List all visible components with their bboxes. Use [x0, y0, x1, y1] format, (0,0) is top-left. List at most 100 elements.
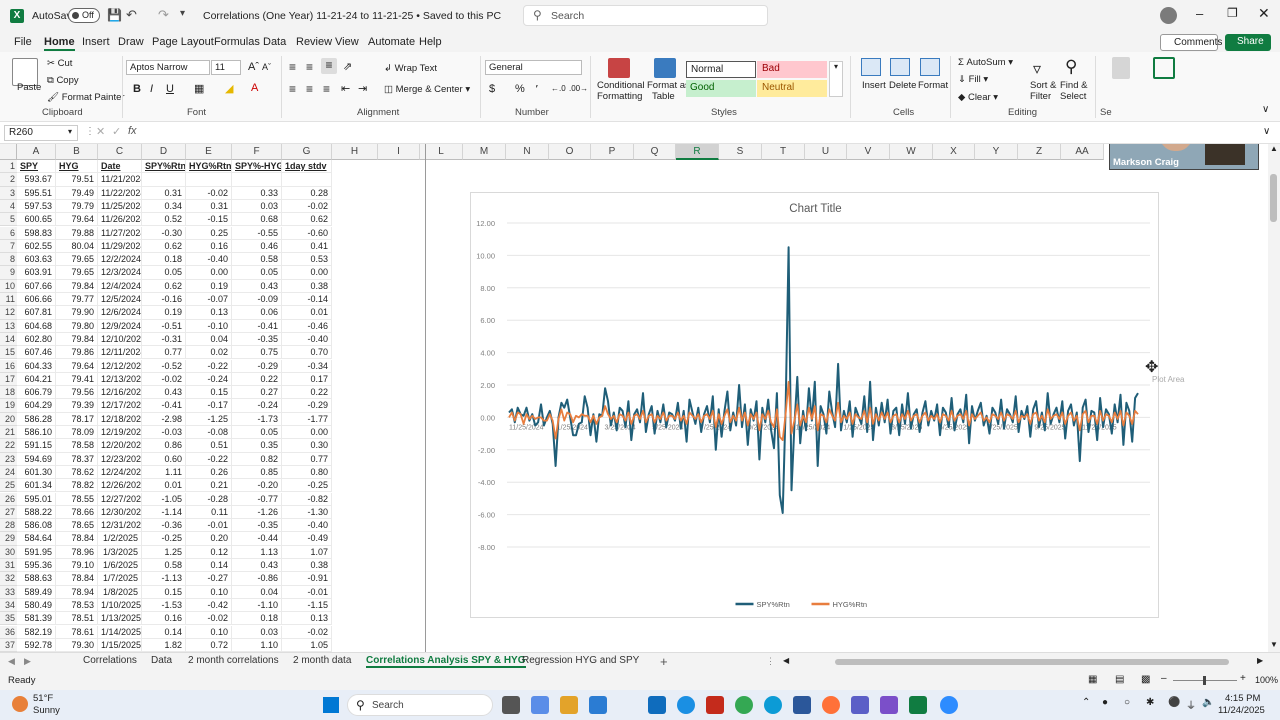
- table-cell[interactable]: 0.10: [186, 625, 232, 639]
- table-cell[interactable]: 0.01: [142, 479, 186, 493]
- table-cell[interactable]: 1/2/2025: [98, 532, 142, 546]
- table-cell[interactable]: 1/13/2025: [98, 612, 142, 626]
- table-cell[interactable]: 12/27/2024: [98, 492, 142, 506]
- conditional-formatting-label-2[interactable]: Formatting: [597, 91, 643, 102]
- table-cell[interactable]: 0.41: [282, 239, 332, 254]
- table-cell[interactable]: -1.26: [232, 505, 282, 520]
- table-cell[interactable]: 597.53: [17, 199, 56, 214]
- table-cell[interactable]: 79.86: [56, 346, 98, 360]
- table-cell[interactable]: 595.01: [17, 492, 56, 506]
- italic-icon[interactable]: I: [150, 83, 154, 95]
- name-box[interactable]: R260 ▾: [4, 125, 78, 141]
- table-cell[interactable]: 0.22: [232, 372, 282, 387]
- row-header[interactable]: 25: [0, 479, 17, 493]
- row-header[interactable]: 31: [0, 559, 17, 573]
- table-cell[interactable]: -0.82: [282, 492, 332, 506]
- format-cells-icon[interactable]: [920, 58, 940, 76]
- table-cell[interactable]: 78.96: [56, 545, 98, 559]
- clear-button[interactable]: ◆ Clear ▾: [958, 92, 999, 103]
- row-header[interactable]: 24: [0, 465, 17, 480]
- find-select-label[interactable]: Find &: [1060, 80, 1088, 91]
- table-cell[interactable]: -0.77: [232, 492, 282, 506]
- table-cell[interactable]: -0.28: [186, 492, 232, 506]
- table-cell[interactable]: 0.85: [232, 465, 282, 480]
- table-cell[interactable]: 603.91: [17, 266, 56, 280]
- table-cell[interactable]: 12/19/2024: [98, 426, 142, 440]
- sort-filter-label-2[interactable]: Filter: [1030, 91, 1052, 102]
- table-cell[interactable]: 1/10/2025: [98, 598, 142, 613]
- table-cell[interactable]: 604.29: [17, 399, 56, 413]
- word-icon[interactable]: [793, 696, 811, 714]
- app-icon[interactable]: [706, 696, 724, 714]
- table-cell[interactable]: -0.24: [186, 372, 232, 387]
- style-neutral[interactable]: Neutral: [757, 80, 827, 97]
- autosum-button[interactable]: Σ AutoSum ▾: [958, 57, 1014, 68]
- table-cell[interactable]: 601.34: [17, 479, 56, 493]
- table-cell[interactable]: 79.41: [56, 372, 98, 387]
- table-cell[interactable]: -0.52: [142, 359, 186, 373]
- column-header[interactable]: B: [56, 144, 98, 160]
- table-cell[interactable]: 12/31/2024: [98, 519, 142, 533]
- windows-start-icon[interactable]: [323, 697, 339, 713]
- table-cell[interactable]: 600.65: [17, 213, 56, 227]
- row-header[interactable]: 18: [0, 386, 17, 400]
- table-cell[interactable]: 0.17: [282, 372, 332, 387]
- borders-icon[interactable]: ▦: [194, 83, 205, 95]
- row-header[interactable]: 29: [0, 532, 17, 546]
- table-cell[interactable]: 79.90: [56, 306, 98, 320]
- table-cell[interactable]: 79.49: [56, 186, 98, 200]
- table-cell[interactable]: -0.49: [282, 532, 332, 546]
- table-cell[interactable]: -0.34: [282, 359, 332, 373]
- comma-icon[interactable]: ٬: [535, 84, 539, 96]
- tab-insert[interactable]: Insert: [82, 36, 110, 48]
- table-cell[interactable]: 78.94: [56, 585, 98, 599]
- table-cell[interactable]: -0.16: [142, 293, 186, 307]
- vertical-scrollbar[interactable]: ▲ ▼: [1268, 144, 1280, 652]
- table-cell[interactable]: 0.82: [232, 452, 282, 466]
- delete-cells-icon[interactable]: [890, 58, 910, 76]
- table-cell[interactable]: -0.08: [186, 426, 232, 440]
- outlook-icon[interactable]: [648, 696, 666, 714]
- table-cell[interactable]: 79.65: [56, 266, 98, 280]
- table-cell[interactable]: -0.15: [186, 213, 232, 227]
- find-select-icon[interactable]: ⚲: [1065, 57, 1078, 76]
- comments-button[interactable]: Comments: [1160, 34, 1222, 51]
- add-ins-icon[interactable]: [1153, 57, 1175, 79]
- table-cell[interactable]: 78.51: [56, 612, 98, 626]
- table-cell[interactable]: -0.29: [282, 399, 332, 413]
- table-cell[interactable]: 12/4/2024: [98, 279, 142, 293]
- table-cell[interactable]: [186, 173, 232, 187]
- table-cell[interactable]: 12/20/2024: [98, 439, 142, 453]
- table-cell[interactable]: -0.55: [232, 226, 282, 240]
- chevron-down-icon[interactable]: ▾: [68, 127, 73, 136]
- table-cell[interactable]: 0.43: [232, 559, 282, 573]
- align-center-icon[interactable]: ≡: [306, 82, 314, 96]
- cancel-formula-icon[interactable]: ✕: [96, 126, 106, 138]
- column-header[interactable]: T: [762, 144, 805, 160]
- table-cell[interactable]: -0.22: [186, 452, 232, 466]
- table-cell[interactable]: 0.04: [186, 332, 232, 347]
- table-cell[interactable]: 11/27/2024: [98, 226, 142, 240]
- clock-time[interactable]: 4:15 PM: [1225, 693, 1261, 704]
- increase-indent-icon[interactable]: ⇥: [358, 83, 368, 95]
- table-cell[interactable]: 0.16: [142, 612, 186, 626]
- volume-icon[interactable]: 🔈: [1202, 697, 1215, 708]
- fill-color-icon[interactable]: ◢: [225, 83, 234, 95]
- normal-view-icon[interactable]: ▦: [1088, 674, 1098, 685]
- table-cell[interactable]: 0.06: [232, 306, 282, 320]
- table-cell[interactable]: 0.00: [186, 266, 232, 280]
- column-title-cell[interactable]: SPY%Rtn: [142, 160, 186, 174]
- avatar[interactable]: [1160, 7, 1177, 24]
- table-cell[interactable]: -0.40: [282, 332, 332, 347]
- table-cell[interactable]: 79.30: [56, 638, 98, 652]
- table-cell[interactable]: 603.63: [17, 253, 56, 267]
- table-cell[interactable]: 0.19: [142, 306, 186, 320]
- table-cell[interactable]: 607.66: [17, 279, 56, 293]
- table-cell[interactable]: 0.77: [142, 346, 186, 360]
- table-cell[interactable]: -0.02: [282, 625, 332, 639]
- scroll-down-icon[interactable]: ▼: [1270, 640, 1278, 649]
- row-header[interactable]: 9: [0, 266, 17, 280]
- search-box[interactable]: ⚲ Search: [523, 5, 768, 26]
- style-good[interactable]: Good: [686, 80, 756, 97]
- table-cell[interactable]: 0.01: [282, 306, 332, 320]
